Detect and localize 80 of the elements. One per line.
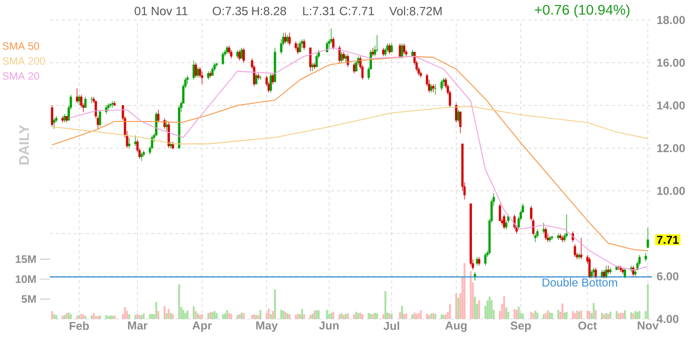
candlestick	[580, 238, 582, 260]
ref-line-label: Double Bottom	[542, 278, 618, 287]
x-tick-label: Apr	[192, 322, 212, 332]
text: 01 Nov 11	[134, 6, 188, 16]
text: C:7.71	[340, 6, 374, 16]
candlestick	[355, 60, 358, 72]
candlestick	[313, 62, 316, 70]
y-tick-label: 12.00	[657, 144, 685, 152]
candlestick	[455, 102, 458, 123]
x-tick-label: Oct	[578, 322, 597, 330]
candlestick	[352, 62, 356, 74]
x-tick-label: Sep	[510, 322, 531, 332]
candlestick	[402, 43, 406, 54]
candlestick	[605, 265, 608, 279]
x-tick-label: Feb	[70, 322, 89, 330]
y-tick-label: 6.00	[656, 272, 678, 280]
candlestick	[474, 272, 476, 281]
candlestick	[303, 38, 306, 50]
candlestick	[594, 267, 597, 279]
candlestick	[330, 28, 332, 44]
y-tick-label: 14.00	[657, 101, 685, 110]
candlestick	[332, 36, 334, 50]
annotation: 7.71	[657, 236, 679, 244]
text: +0.76 (10.94%)	[534, 4, 630, 18]
candlestick	[240, 47, 243, 59]
x-tick-label: Nov	[638, 322, 659, 330]
candlestick	[440, 79, 443, 91]
y-tick-label: 18.00	[657, 16, 685, 24]
candlestick	[192, 60, 195, 80]
candlestick	[166, 120, 168, 132]
y2-tick-label: 15M	[16, 255, 36, 264]
candlestick	[484, 252, 486, 266]
candlestick	[196, 66, 200, 78]
candlestick	[186, 75, 189, 84]
candlestick	[309, 47, 312, 72]
candlestick	[168, 122, 170, 148]
candlestick	[270, 73, 272, 93]
y2-tick-label: 10M	[16, 275, 36, 284]
candlestick	[255, 73, 258, 84]
candlestick	[315, 54, 318, 68]
candlestick	[296, 43, 300, 54]
candlestick	[222, 52, 224, 66]
x-tick-label: Jun	[319, 322, 339, 330]
y-tick-label: 4.00	[656, 314, 678, 324]
candlestick	[400, 43, 404, 59]
x-tick-label: Aug	[445, 322, 467, 332]
x-tick-label: May	[256, 322, 278, 332]
candlestick	[200, 70, 204, 84]
candlestick	[340, 52, 343, 64]
text: SMA 200	[2, 57, 45, 65]
candlestick	[646, 227, 649, 249]
text: L:7.31	[303, 6, 335, 16]
candlestick	[498, 203, 502, 222]
x-tick-label: Jul	[383, 322, 400, 330]
candlestick	[157, 109, 160, 123]
text: SMA 20	[2, 72, 40, 80]
candlestick	[550, 235, 554, 240]
candlestick	[548, 235, 552, 242]
candlestick	[194, 62, 197, 78]
candlestick	[574, 244, 576, 258]
y2-tick-label: 5M	[22, 295, 36, 303]
text: SMA 50	[2, 42, 40, 50]
candlestick	[542, 222, 545, 234]
candlestick	[272, 73, 274, 84]
candlestick	[561, 235, 564, 242]
candlestick	[398, 43, 402, 59]
candlestick	[565, 214, 568, 238]
candlestick	[242, 47, 245, 64]
candlestick	[300, 38, 304, 48]
y-tick-label: 16.00	[657, 58, 685, 67]
candlestick	[459, 112, 462, 134]
candlestick	[638, 254, 641, 266]
text: Vol:8.72M	[389, 6, 442, 16]
candlestick	[544, 226, 547, 240]
y-tick-label: 10.00	[657, 186, 685, 195]
candlestick	[338, 45, 341, 64]
x-tick-label: Mar	[128, 322, 148, 330]
text: O:7.35	[212, 6, 248, 16]
candlestick	[298, 41, 302, 52]
text: H:8.28	[252, 6, 286, 16]
